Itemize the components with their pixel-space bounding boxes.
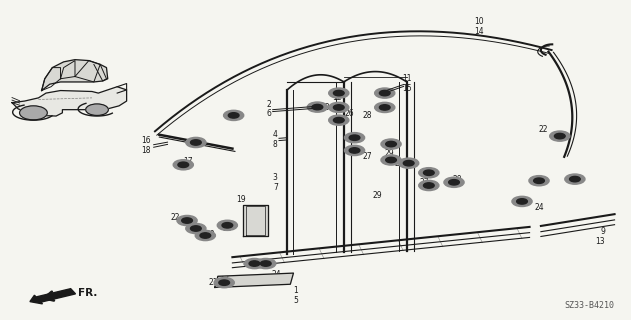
Text: 27: 27 xyxy=(363,152,372,161)
Circle shape xyxy=(449,180,459,185)
Circle shape xyxy=(419,168,439,178)
Circle shape xyxy=(345,132,365,143)
Text: 22: 22 xyxy=(170,213,180,222)
Text: 11
15: 11 15 xyxy=(403,74,412,93)
Circle shape xyxy=(386,157,396,163)
Text: 10
14: 10 14 xyxy=(475,17,484,36)
Circle shape xyxy=(379,105,390,110)
Circle shape xyxy=(349,135,360,140)
Circle shape xyxy=(534,178,545,183)
Text: 28: 28 xyxy=(350,133,360,142)
Circle shape xyxy=(178,162,189,167)
Circle shape xyxy=(565,174,585,184)
Text: FR.: FR. xyxy=(78,288,98,298)
Text: 26: 26 xyxy=(345,109,354,118)
Circle shape xyxy=(177,215,197,226)
FancyArrow shape xyxy=(30,289,76,304)
Circle shape xyxy=(349,148,360,153)
Circle shape xyxy=(399,158,419,168)
Circle shape xyxy=(423,170,434,175)
Text: 23: 23 xyxy=(321,103,330,112)
Circle shape xyxy=(20,106,47,120)
Circle shape xyxy=(307,102,327,112)
Circle shape xyxy=(329,102,349,113)
Circle shape xyxy=(423,183,434,188)
Text: 2
6: 2 6 xyxy=(266,100,271,118)
Text: 1
5: 1 5 xyxy=(293,286,298,305)
Text: 20: 20 xyxy=(453,175,463,184)
Circle shape xyxy=(173,160,193,170)
Circle shape xyxy=(379,90,390,96)
Text: 19: 19 xyxy=(237,195,246,204)
Circle shape xyxy=(214,277,234,288)
Circle shape xyxy=(222,223,233,228)
Circle shape xyxy=(219,280,230,285)
Circle shape xyxy=(186,137,206,148)
Text: 29: 29 xyxy=(372,190,382,200)
Circle shape xyxy=(550,131,570,141)
Text: 21: 21 xyxy=(208,278,218,287)
Circle shape xyxy=(182,218,192,223)
Circle shape xyxy=(217,220,237,230)
Circle shape xyxy=(386,141,396,147)
Circle shape xyxy=(228,113,239,118)
Text: 24: 24 xyxy=(271,270,281,279)
Circle shape xyxy=(86,104,109,116)
Text: 3
7: 3 7 xyxy=(273,173,278,192)
Text: 9
13: 9 13 xyxy=(596,227,605,246)
Circle shape xyxy=(403,160,414,166)
Circle shape xyxy=(329,115,349,125)
Circle shape xyxy=(191,140,201,145)
Circle shape xyxy=(186,223,206,234)
Text: 28: 28 xyxy=(363,111,372,120)
Text: 4
8: 4 8 xyxy=(273,130,278,149)
Circle shape xyxy=(223,110,244,121)
Circle shape xyxy=(333,90,344,96)
Circle shape xyxy=(195,230,215,241)
Circle shape xyxy=(570,176,581,182)
Circle shape xyxy=(191,226,201,231)
Polygon shape xyxy=(215,273,293,287)
Text: 17: 17 xyxy=(183,157,193,166)
Circle shape xyxy=(261,261,271,266)
Circle shape xyxy=(244,259,264,269)
Circle shape xyxy=(256,259,276,269)
Circle shape xyxy=(444,177,464,188)
Circle shape xyxy=(419,180,439,191)
Circle shape xyxy=(200,233,211,238)
Circle shape xyxy=(512,196,532,206)
Text: 24: 24 xyxy=(534,203,544,212)
Circle shape xyxy=(381,139,401,149)
Text: 28: 28 xyxy=(394,159,404,168)
Text: 29: 29 xyxy=(385,149,394,158)
Circle shape xyxy=(555,133,565,139)
Text: 30: 30 xyxy=(223,224,232,233)
Polygon shape xyxy=(42,60,108,91)
Circle shape xyxy=(333,105,344,110)
Circle shape xyxy=(381,155,401,165)
Text: 12
26: 12 26 xyxy=(333,93,342,112)
Circle shape xyxy=(517,199,528,204)
Circle shape xyxy=(329,88,349,98)
Text: 16
18: 16 18 xyxy=(141,136,151,155)
Circle shape xyxy=(249,261,260,266)
Circle shape xyxy=(375,102,395,113)
Polygon shape xyxy=(12,87,127,116)
Text: SZ33-B4210: SZ33-B4210 xyxy=(565,301,615,310)
Circle shape xyxy=(345,145,365,156)
Circle shape xyxy=(333,117,344,123)
Text: 25: 25 xyxy=(569,175,579,184)
Text: 20: 20 xyxy=(205,230,215,239)
Polygon shape xyxy=(243,204,268,236)
Circle shape xyxy=(312,104,322,110)
Circle shape xyxy=(375,88,395,98)
Text: 22: 22 xyxy=(539,125,548,134)
Circle shape xyxy=(529,176,549,186)
Text: 27: 27 xyxy=(419,178,429,187)
